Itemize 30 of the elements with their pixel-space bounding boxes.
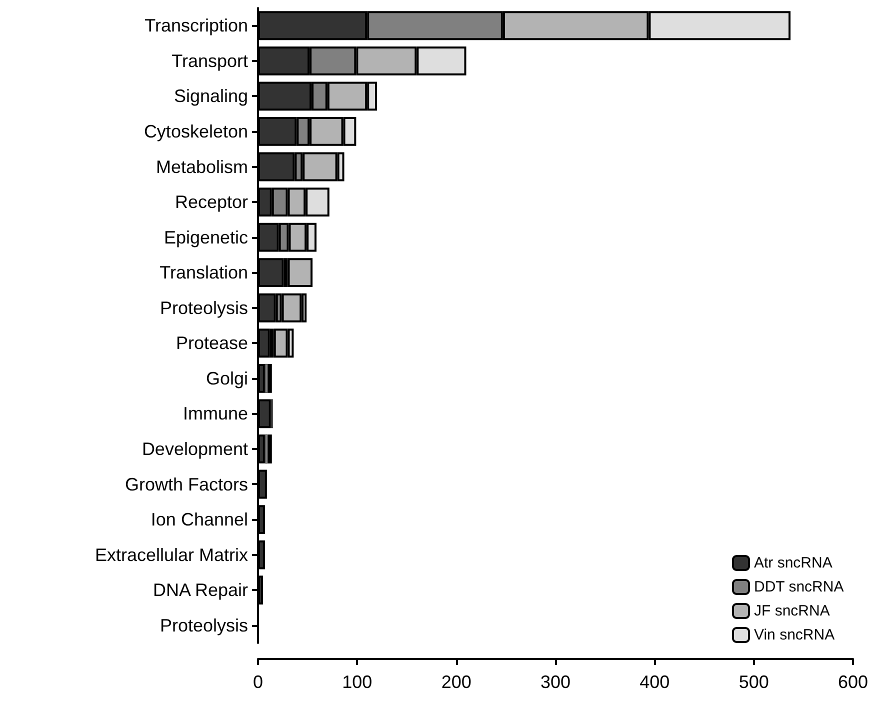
x-tick-label: 300 [540,672,571,692]
y-tick-label: Epigenetic [164,227,248,248]
legend-label: Vin sncRNA [754,626,835,644]
y-tick-label: Immune [182,404,248,424]
y-tick-label: DNA Repair [152,580,248,600]
y-tick-label: Proteolysis [160,615,248,636]
y-tick-label: Metabolism [156,156,248,177]
bar [288,258,313,288]
x-tick-label: 400 [640,672,670,692]
legend-label: DDT sncRNA [754,578,844,596]
y-tick-label: Transcription [144,16,248,36]
x-tick-label: 500 [738,672,769,692]
y-tick-label: Receptor [174,192,248,212]
y-tick-label: Extracellular Matrix [94,544,248,565]
y-tick-label: Development [142,438,248,459]
x-tick-label: 200 [441,672,472,692]
y-tick-label: Growth Factors [124,474,248,494]
x-tick-label: 100 [342,672,372,692]
legend-label: Atr sncRNA [754,554,832,572]
y-tick-label: Protease [176,333,248,354]
y-tick-label: Signaling [174,86,248,106]
y-tick-label: Cytoskeleton [144,121,248,142]
y-tick-label: Transport [172,50,248,71]
x-tick-label: 600 [838,672,868,692]
y-tick-label: Golgi [206,368,248,388]
y-tick-label: Ion Channel [150,510,248,530]
x-tick-label: 0 [252,672,264,692]
y-tick-label: Translation [160,262,248,283]
legend-label: JF sncRNA [754,602,830,620]
y-tick-label: Proteolysis [160,298,248,318]
